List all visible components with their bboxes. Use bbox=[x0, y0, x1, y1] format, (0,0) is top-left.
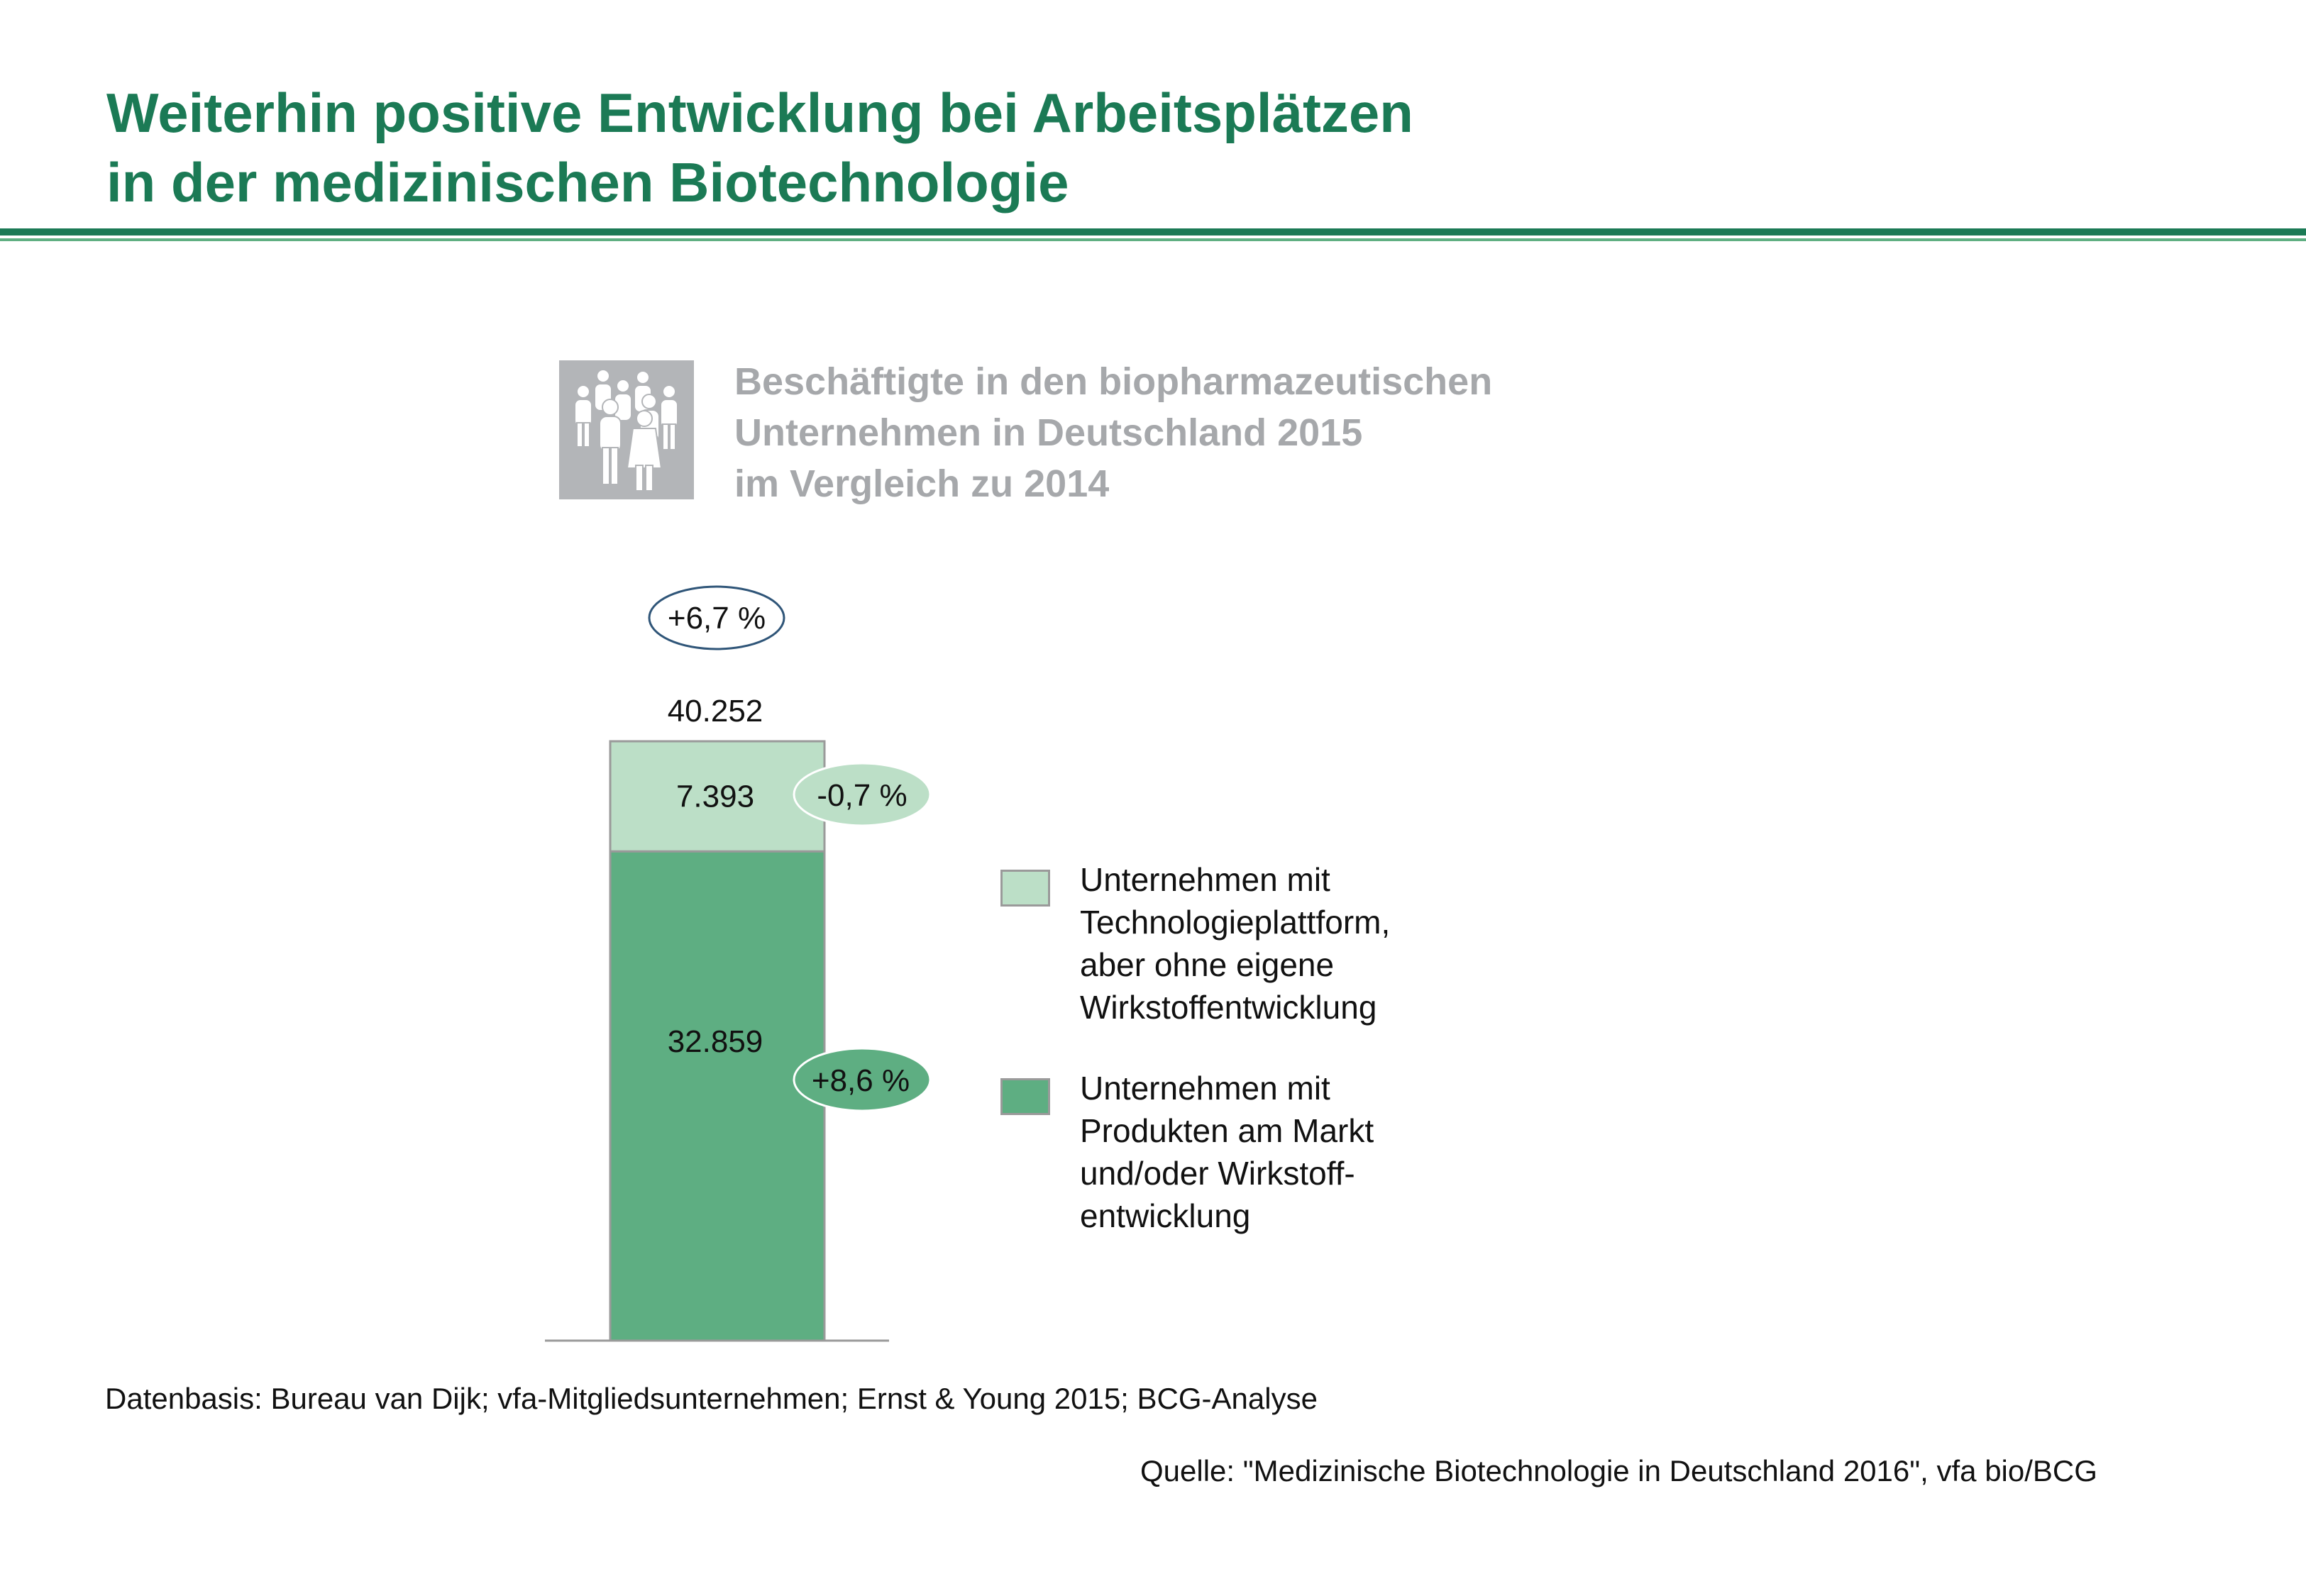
value-label-products: 32.859 bbox=[668, 1024, 763, 1059]
title-divider-accent bbox=[0, 238, 2306, 241]
chart-title-line-2: Unternehmen in Deutschland 2015 bbox=[734, 411, 1363, 454]
people-group-icon bbox=[559, 360, 694, 499]
legend-label-platform: Unternehmen mit Technologieplattform, ab… bbox=[1080, 858, 1719, 1029]
legend-label-platform-line-4: Wirkstoffentwicklung bbox=[1080, 989, 1377, 1026]
bar-segment-products bbox=[609, 850, 826, 1342]
legend-label-platform-line-3: aber ohne eigene bbox=[1080, 946, 1335, 983]
legend-label-products: Unternehmen mit Produkten am Markt und/o… bbox=[1080, 1067, 1719, 1237]
source-note: Quelle: "Medizinische Biotechnologie in … bbox=[1140, 1454, 2097, 1487]
total-change-label: +6,7 % bbox=[668, 601, 766, 636]
data-basis-note: Datenbasis: Bureau van Dijk; vfa-Mitglie… bbox=[105, 1382, 1318, 1415]
total-change-bubble bbox=[648, 585, 785, 650]
legend-label-platform-line-1: Unternehmen mit bbox=[1080, 861, 1330, 898]
page-title-line-1: Weiterhin positive Entwicklung bei Arbei… bbox=[106, 82, 1413, 144]
platform-change-label: -0,7 % bbox=[817, 778, 907, 813]
legend-label-platform-line-2: Technologieplattform, bbox=[1080, 904, 1391, 941]
chart-title-line-1: Beschäftigte in den biopharmazeutischen bbox=[734, 360, 1493, 403]
legend-swatch-products bbox=[1000, 1078, 1050, 1115]
platform-change-bubble bbox=[793, 762, 932, 827]
legend-label-products-line-2: Produkten am Markt bbox=[1080, 1112, 1374, 1149]
page-title-line-2: in der medizinischen Biotechnologie bbox=[106, 151, 1069, 214]
legend-label-products-line-4: entwicklung bbox=[1080, 1197, 1251, 1234]
legend-swatch-platform bbox=[1000, 870, 1050, 907]
page-title: Weiterhin positive Entwicklung bei Arbei… bbox=[106, 78, 1880, 217]
products-change-bubble bbox=[793, 1047, 932, 1112]
legend-label-products-line-3: und/oder Wirkstoff- bbox=[1080, 1155, 1355, 1192]
title-divider bbox=[0, 228, 2306, 235]
chart-title-line-3: im Vergleich zu 2014 bbox=[734, 462, 1110, 505]
legend-label-products-line-1: Unternehmen mit bbox=[1080, 1070, 1330, 1107]
value-label-platform: 7.393 bbox=[676, 780, 754, 814]
chart-title: Beschäftigte in den biopharmazeutischen … bbox=[734, 356, 1657, 509]
total-value-label: 40.252 bbox=[668, 694, 763, 728]
products-change-label: +8,6 % bbox=[812, 1063, 910, 1098]
